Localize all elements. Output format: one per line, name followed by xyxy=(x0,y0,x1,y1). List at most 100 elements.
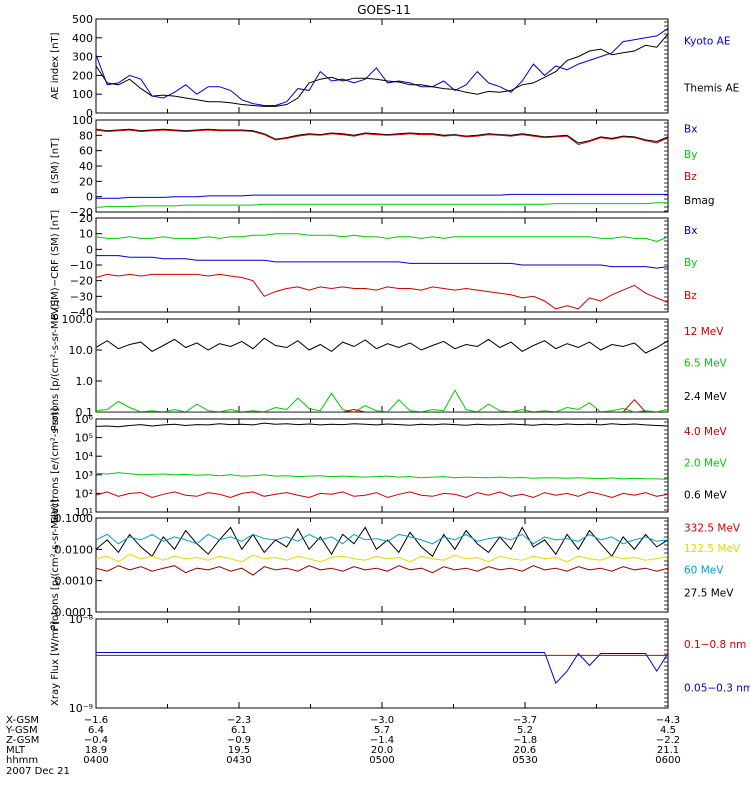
series-line-2-4 xyxy=(96,202,668,208)
series-line-3-1 xyxy=(96,233,668,243)
x-row-value: 0600 xyxy=(655,755,680,766)
y-tick-label: 400 xyxy=(72,32,93,45)
y-axis-label: B (SM) [nT] xyxy=(50,138,61,194)
x-row-value: 5.7 xyxy=(374,725,390,736)
legend-entry: Kyoto AE xyxy=(684,36,730,48)
y-tick-label: 10¹ xyxy=(75,506,93,519)
right-minor-ticks xyxy=(664,321,668,411)
legend-entry: Bx xyxy=(684,225,697,237)
y-tick-label: 10⁻⁹ xyxy=(69,702,93,715)
x-row-label: X-GSM xyxy=(6,715,39,726)
y-tick-label: 100 xyxy=(72,88,93,101)
legend-entry: Themis AE xyxy=(683,83,739,95)
x-row-value: −3.0 xyxy=(370,715,394,726)
series-line-6-1 xyxy=(96,526,668,558)
series-line-1-2 xyxy=(96,33,668,107)
legend-entry: By xyxy=(684,257,697,269)
y-tick-label: 0.1 xyxy=(76,406,94,419)
y-tick-label: 100.0 xyxy=(62,313,94,326)
x-row-label: Z-GSM xyxy=(6,735,39,746)
x-row-value: −1.6 xyxy=(84,715,108,726)
series-line-2-1 xyxy=(96,128,668,144)
series-line-6-4 xyxy=(96,565,668,576)
legend-entry: Bz xyxy=(684,290,697,302)
right-minor-ticks xyxy=(664,520,668,610)
y-axis-label: Electrons [e/(cm²-s-sr)] xyxy=(50,408,61,524)
y-tick-label: 0 xyxy=(86,107,93,120)
legend-entry: 0.1−0.8 nm xyxy=(684,639,746,651)
legend-entry: By xyxy=(684,149,697,161)
legend-entry: Bz xyxy=(684,171,697,183)
y-tick-label: 10⁴ xyxy=(75,450,94,463)
legend-entry: 6.5 MeV xyxy=(684,358,728,370)
y-tick-label: 0.1000 xyxy=(55,512,94,525)
right-minor-ticks xyxy=(664,220,668,310)
y-tick-label: 10² xyxy=(75,487,93,500)
series-line-2-3 xyxy=(96,193,668,199)
y-tick-label: 500 xyxy=(72,13,93,26)
x-row-value: −1.8 xyxy=(513,735,537,746)
y-axis-label: Protons [p/(cm²-s-sr-MeV)] xyxy=(50,300,61,432)
x-row-value: 20.6 xyxy=(514,745,536,756)
y-tick-label: 0 xyxy=(86,243,93,256)
legend-entry: 4.0 MeV xyxy=(684,426,728,438)
y-tick-label: 10.0 xyxy=(69,344,94,357)
legend-entry: 12 MeV xyxy=(684,326,724,338)
x-axis-table: X-GSM −1.6 −2.3 −3.0 −3.7 −4.3 Y-GSM 6.4 6.1 5.7 5… xyxy=(5,715,681,777)
legend-entry: Bx xyxy=(684,123,697,135)
y-tick-label: 60 xyxy=(79,145,93,158)
y-tick-label: 20 xyxy=(79,212,93,225)
series-line-5-1 xyxy=(96,422,668,428)
y-axis-label: Protons [p/(cm²-s-sr-MeV)] xyxy=(50,499,61,631)
x-row-value: −0.9 xyxy=(227,735,251,746)
x-row-value: 6.1 xyxy=(231,725,247,736)
x-row-label: Y-GSM xyxy=(5,725,38,736)
series-line-5-2 xyxy=(96,472,668,480)
series-line-3-3 xyxy=(96,273,668,310)
y-axis-label: B (SM)−CRF (SM) [nT] xyxy=(50,210,61,320)
y-tick-label: −20 xyxy=(70,275,93,288)
y-tick-label: 0.0001 xyxy=(55,606,94,619)
legend-entry: 2.4 MeV xyxy=(684,391,728,403)
legend-entry: 0.6 MeV xyxy=(684,489,728,501)
panel-3: −40 −30 −20 −10 0 10 20 B (SM)−CRF (SM) [nT] Bx B… xyxy=(50,210,697,320)
y-tick-label: 200 xyxy=(72,69,93,82)
y-tick-label: 1.0 xyxy=(76,375,94,388)
y-tick-label: −20 xyxy=(70,206,93,219)
series-line-7-1 xyxy=(96,652,668,685)
x-row-value: 5.2 xyxy=(517,725,533,736)
x-row-value: −3.7 xyxy=(513,715,537,726)
x-row-value: −1.4 xyxy=(370,735,394,746)
series-line-2-2 xyxy=(96,129,668,146)
legend-entry: 0.05−0.3 nm xyxy=(684,683,750,695)
x-row-value: 6.4 xyxy=(88,725,104,736)
x-row-value: −0.4 xyxy=(84,735,108,746)
x-row-value: −2.3 xyxy=(227,715,251,726)
x-row-value: 0400 xyxy=(83,755,108,766)
plot-title: GOES-11 xyxy=(357,3,411,17)
x-row-value: 18.9 xyxy=(85,745,107,756)
series-line-4-2 xyxy=(96,389,668,412)
x-row-value: 19.5 xyxy=(228,745,250,756)
legend-entry: 2.0 MeV xyxy=(684,458,728,470)
y-tick-label: −40 xyxy=(70,306,93,319)
y-tick-label: 0.0100 xyxy=(55,543,94,556)
x-row-label: hhmm xyxy=(6,755,38,766)
y-tick-label: 0 xyxy=(86,191,93,204)
y-axis-label: AE index [nT] xyxy=(50,32,61,99)
y-tick-label: 20 xyxy=(79,175,93,188)
x-row-label: MLT xyxy=(6,745,26,756)
series-line-3-2 xyxy=(96,255,668,269)
y-tick-label: 0.0010 xyxy=(55,575,94,588)
y-axis-label: Xray Flux [W/m²] xyxy=(50,621,61,706)
y-tick-label: 40 xyxy=(79,160,93,173)
x-row-value: 20.0 xyxy=(371,745,393,756)
series-line-5-3 xyxy=(96,491,668,499)
legend-entry: 332.5 MeV xyxy=(684,522,741,534)
y-tick-label: 300 xyxy=(72,51,93,64)
series-line-6-3 xyxy=(96,553,668,563)
